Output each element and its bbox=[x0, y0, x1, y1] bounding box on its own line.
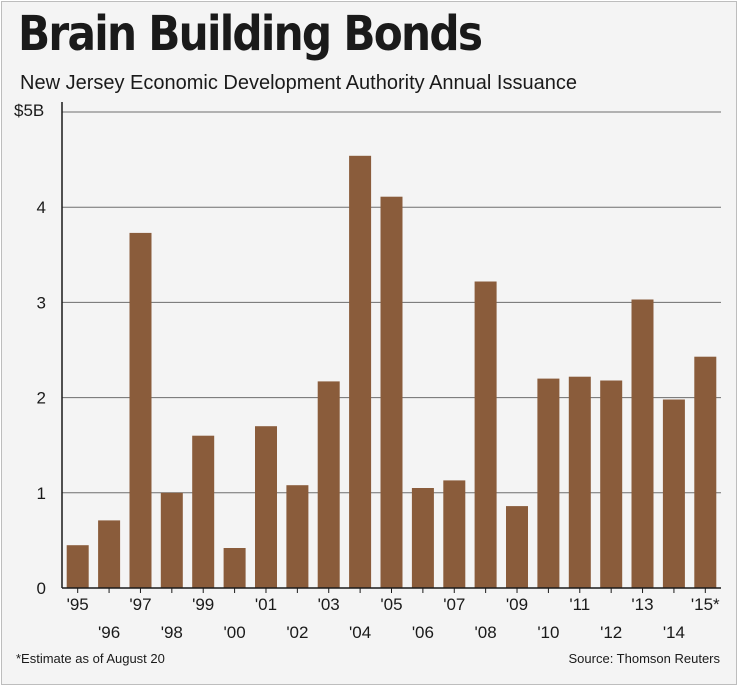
bar bbox=[66, 545, 89, 588]
bar bbox=[98, 520, 121, 588]
bar bbox=[160, 492, 183, 588]
footnote: *Estimate as of August 20 bbox=[16, 651, 165, 666]
y-tick-label: 2 bbox=[37, 389, 46, 408]
bar bbox=[286, 485, 309, 588]
bar bbox=[600, 380, 623, 588]
x-tick-label: '00 bbox=[224, 623, 246, 642]
y-tick-label: 0 bbox=[37, 579, 46, 598]
chart-subtitle: New Jersey Economic Development Authorit… bbox=[20, 72, 577, 94]
x-tick-label: '04 bbox=[349, 623, 371, 642]
bar bbox=[255, 426, 277, 588]
axes bbox=[61, 102, 721, 593]
bar bbox=[537, 378, 560, 588]
x-tick-label: '10 bbox=[537, 623, 559, 642]
x-tick-label: '02 bbox=[286, 623, 308, 642]
y-tick-label: $5B bbox=[14, 101, 44, 120]
x-tick-label: '09 bbox=[506, 595, 528, 614]
bar bbox=[192, 435, 215, 588]
x-tick-label: '12 bbox=[600, 623, 622, 642]
x-tick-label: '97 bbox=[129, 595, 151, 614]
x-tick-label: '98 bbox=[161, 623, 183, 642]
x-tick-label: '05 bbox=[380, 595, 402, 614]
source-note: Source: Thomson Reuters bbox=[568, 651, 721, 666]
chart-title: Brain Building Bonds bbox=[18, 6, 483, 62]
bar bbox=[443, 480, 466, 588]
bar bbox=[506, 506, 528, 588]
tick-labels: 0 1 2 3 4 $5B '95 '96 '97 '98 '99 '00 '01 '02 '03 '04 '0… bbox=[14, 101, 720, 642]
x-tick-label: '06 bbox=[412, 623, 434, 642]
bar bbox=[568, 376, 591, 588]
y-tick-label: 3 bbox=[37, 293, 46, 312]
bar bbox=[474, 281, 497, 588]
x-tick-label: '08 bbox=[475, 623, 497, 642]
x-tick-label: '03 bbox=[318, 595, 340, 614]
bar bbox=[223, 548, 246, 588]
bar bbox=[694, 356, 717, 588]
bar bbox=[317, 381, 340, 588]
x-tick-label: '11 bbox=[569, 595, 590, 614]
bars bbox=[66, 155, 717, 589]
x-tick-label: '15* bbox=[691, 595, 720, 614]
x-tick-label: '13 bbox=[631, 595, 653, 614]
bar bbox=[662, 399, 685, 588]
bar bbox=[411, 488, 434, 588]
bar bbox=[631, 299, 654, 588]
bar bbox=[380, 196, 403, 588]
x-tick-label: '01 bbox=[255, 595, 277, 614]
x-tick-label: '99 bbox=[192, 595, 214, 614]
x-tick-label: '14 bbox=[663, 623, 685, 642]
bar bbox=[129, 232, 152, 588]
x-tick-label: '95 bbox=[67, 595, 89, 614]
bar bbox=[349, 155, 372, 589]
y-tick-label: 4 bbox=[37, 198, 46, 217]
y-tick-label: 1 bbox=[37, 484, 46, 503]
x-tick-label: '07 bbox=[443, 595, 465, 614]
x-tick-label: '96 bbox=[98, 623, 120, 642]
